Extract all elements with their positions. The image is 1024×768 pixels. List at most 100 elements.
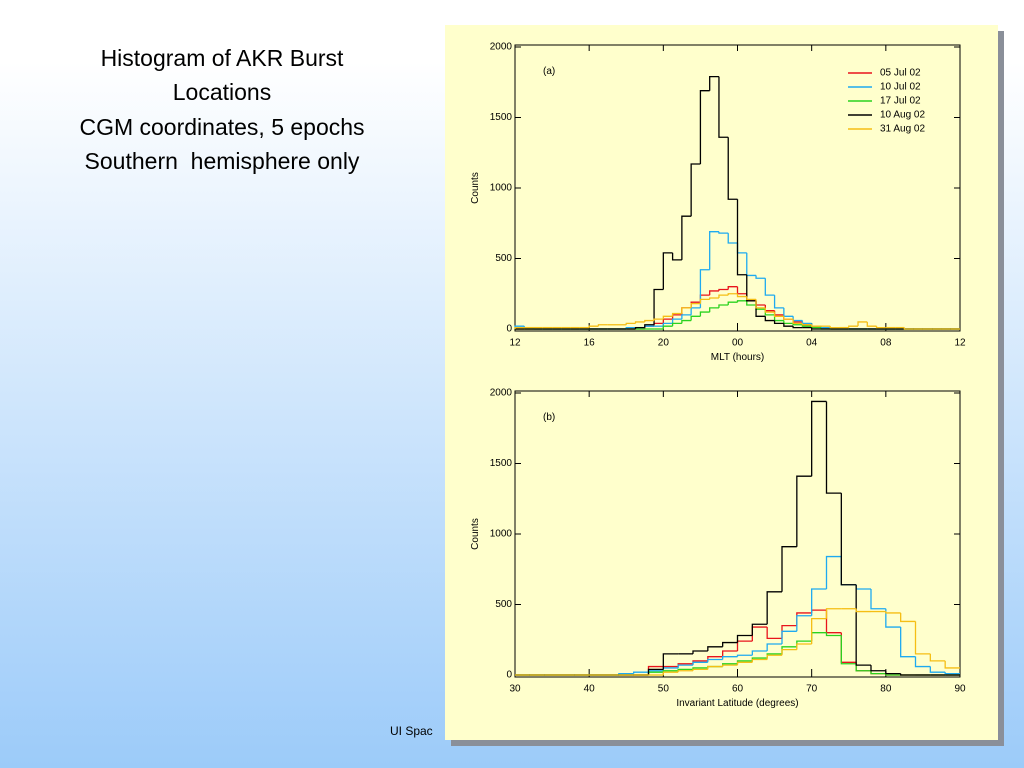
x-tick-label: 40 xyxy=(584,684,596,695)
histogram-bin xyxy=(751,623,768,636)
histogram-bin xyxy=(709,231,719,270)
histogram-bin xyxy=(755,299,766,309)
x-tick-label: 16 xyxy=(584,338,596,349)
histogram-bin xyxy=(944,672,960,675)
histogram-bin xyxy=(903,327,914,330)
histogram-bin xyxy=(727,286,738,290)
histogram-bin xyxy=(900,627,916,658)
histogram-bin xyxy=(825,555,842,589)
x-tick-label: 70 xyxy=(806,684,818,695)
histogram-bin xyxy=(727,137,738,200)
histogram-bin xyxy=(662,322,673,327)
x-tick-label: 12 xyxy=(954,338,966,349)
histogram-bin xyxy=(796,615,812,632)
histogram-bin xyxy=(755,275,766,279)
x-tick-label: 50 xyxy=(658,684,670,695)
histogram-bin xyxy=(718,231,729,234)
histogram-bin xyxy=(677,664,693,668)
histogram-bin xyxy=(855,663,871,672)
histogram-bin xyxy=(699,90,710,165)
y-tick-label: 1500 xyxy=(490,458,513,469)
histogram-bin xyxy=(929,666,946,673)
histogram-bin xyxy=(773,295,784,309)
histogram-bin xyxy=(783,323,794,327)
x-tick-label: 00 xyxy=(732,338,744,349)
histogram-bin xyxy=(690,302,701,308)
legend-label: 10 Aug 02 xyxy=(880,110,925,121)
histogram-bin xyxy=(625,322,636,325)
histogram-bin xyxy=(597,324,608,327)
histogram-bin xyxy=(900,673,916,676)
histogram-bin xyxy=(681,215,692,260)
histogram-bin xyxy=(634,326,645,329)
histogram-bin xyxy=(870,670,886,675)
histogram-bin xyxy=(825,401,842,494)
x-tick-label: 04 xyxy=(806,338,818,349)
histogram-bin xyxy=(699,311,710,317)
x-tick-label: 08 xyxy=(880,338,892,349)
histogram-bin xyxy=(662,653,679,670)
x-tick-label: 90 xyxy=(954,684,966,695)
histogram-bin xyxy=(764,316,775,322)
histogram-bin xyxy=(792,319,803,325)
histogram-bin xyxy=(634,321,645,324)
panel-label: (a) xyxy=(543,66,555,77)
histogram-bin xyxy=(829,326,840,329)
histogram-bin xyxy=(588,325,599,328)
histogram-bin xyxy=(929,653,946,662)
x-tick-label: 80 xyxy=(880,684,892,695)
y-tick-label: 2000 xyxy=(490,42,513,53)
histogram-bin xyxy=(709,75,719,91)
histogram-bin xyxy=(848,325,859,328)
histogram-bin xyxy=(722,650,738,657)
histogram-bin xyxy=(764,307,775,313)
x-tick-label: 60 xyxy=(732,684,744,695)
panel-label: (b) xyxy=(543,412,555,423)
histogram-bin xyxy=(671,312,682,317)
y-tick-label: 1000 xyxy=(490,183,513,194)
title-line: Histogram of AKR Burst xyxy=(101,45,344,71)
histogram-bin xyxy=(692,661,708,666)
histogram-bin xyxy=(681,314,692,320)
histogram-bin xyxy=(727,301,738,306)
histogram-bin xyxy=(662,315,673,320)
histogram-bin xyxy=(766,591,782,625)
histogram-bin xyxy=(857,321,868,327)
histogram-bin xyxy=(825,632,842,637)
y-tick-label: 500 xyxy=(495,253,512,264)
histogram-bin xyxy=(671,322,682,327)
histogram-bin xyxy=(766,654,782,660)
histogram-bin xyxy=(914,621,931,655)
histogram-bin xyxy=(885,670,901,675)
histogram-bin xyxy=(690,163,701,217)
histogram-bin xyxy=(690,315,701,321)
histogram-bin xyxy=(885,611,901,614)
histogram-bin xyxy=(718,288,729,291)
histogram-bin xyxy=(707,646,723,652)
x-tick-label: 20 xyxy=(658,338,670,349)
histogram-bin xyxy=(796,643,812,650)
histogram-bin xyxy=(692,668,708,671)
y-tick-label: 1000 xyxy=(490,529,513,540)
histogram-bin xyxy=(677,670,693,673)
histogram-bin xyxy=(855,608,871,613)
y-tick-label: 0 xyxy=(506,670,512,681)
histogram-bin xyxy=(671,252,682,261)
legend-label: 10 Jul 02 xyxy=(880,82,921,93)
histogram-bin xyxy=(944,660,960,669)
histogram-bin xyxy=(736,654,753,657)
histogram-bin xyxy=(746,296,757,301)
histogram-bin xyxy=(900,612,916,623)
histogram-bin xyxy=(746,274,757,302)
histogram-bin xyxy=(781,630,797,644)
histogram-bin xyxy=(633,671,649,674)
histogram-bin xyxy=(766,643,782,652)
histogram-bin xyxy=(699,269,710,308)
y-tick-label: 0 xyxy=(506,324,512,335)
title-line: Locations xyxy=(173,79,271,105)
y-axis-title: Counts xyxy=(470,172,481,204)
histogram-bin xyxy=(811,400,827,477)
footer: UI Spac xyxy=(390,724,433,738)
histogram-bin xyxy=(811,588,827,616)
